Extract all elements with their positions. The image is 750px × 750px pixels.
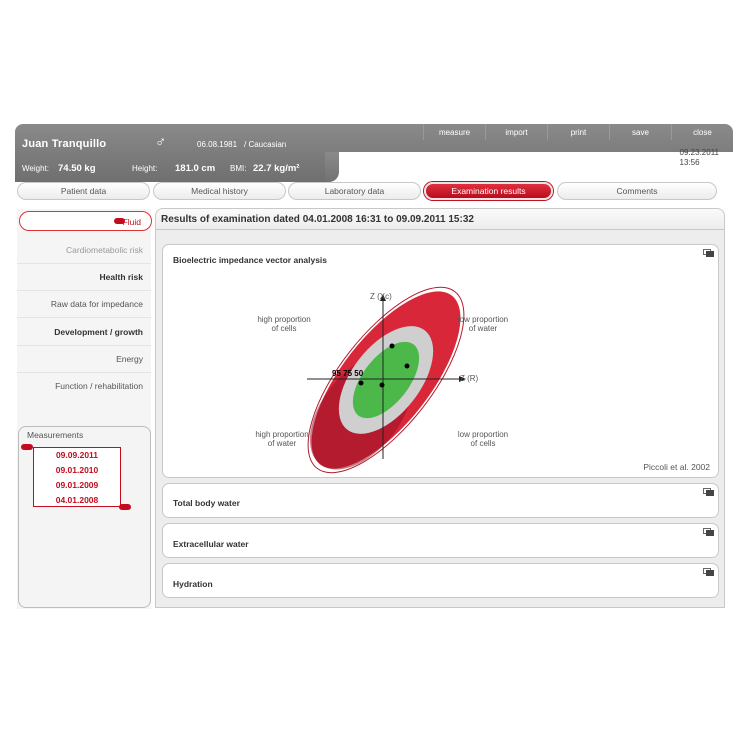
bivia-panel: Bioelectric impedance vector analysis <box>162 244 719 478</box>
print-button[interactable]: print <box>547 124 609 140</box>
weight-label: Weight: <box>22 164 49 173</box>
sidebar-item-cardiometabolic-risk[interactable]: Cardiometabolic risk <box>17 237 151 264</box>
main-tabs: Patient data Medical history Laboratory … <box>17 182 717 201</box>
save-button[interactable]: save <box>609 124 671 140</box>
header-shade <box>325 152 733 182</box>
tab-patient-data[interactable]: Patient data <box>17 182 150 200</box>
sidebar-item-label: Fluid <box>122 217 141 227</box>
sidebar-item-raw-data-impedance[interactable]: Raw data for impedance <box>17 291 151 318</box>
ellipse-95-outline <box>307 286 465 474</box>
range-start-handle[interactable] <box>21 444 33 450</box>
data-point <box>404 363 410 369</box>
tab-comments[interactable]: Comments <box>557 182 717 200</box>
results-area: Results of examination dated 04.01.2008 … <box>155 208 725 608</box>
sidebar-item-energy[interactable]: Energy <box>17 346 151 373</box>
quadrant-bottom-left: high proportion of water <box>255 430 309 448</box>
height-value: 181.0 cm <box>175 163 216 174</box>
sidebar-item-health-risk[interactable]: Health risk <box>17 264 151 291</box>
results-title: Results of examination dated 04.01.2008 … <box>155 208 725 230</box>
bmi-label: BMI: <box>230 164 247 173</box>
x-axis-label: Z (R) <box>460 374 479 383</box>
percentile-labels: 95 75 50 <box>332 369 364 378</box>
data-point <box>358 380 364 386</box>
male-icon: ♂ <box>155 134 167 151</box>
ethnicity: / Caucasian <box>244 140 287 149</box>
close-button[interactable]: close <box>671 124 733 140</box>
x-axis-arrow-icon <box>459 376 466 382</box>
expand-icon[interactable] <box>703 568 714 576</box>
y-axis-arrow-icon <box>380 294 386 301</box>
hydration-title: Hydration <box>173 579 213 589</box>
tab-examination-results[interactable]: Examination results <box>424 182 553 200</box>
measurement-item[interactable]: 09.01.2010 <box>55 465 99 475</box>
y-axis-label: Z (Xc) <box>370 292 392 301</box>
expand-icon[interactable] <box>703 488 714 496</box>
sidebar-item-function-rehabilitation[interactable]: Function / rehabilitation <box>55 381 143 391</box>
ellipse-50 <box>352 341 420 419</box>
measure-button[interactable]: measure <box>423 124 485 140</box>
sidebar-item-fluid[interactable]: Fluid <box>19 211 152 231</box>
citation: Piccoli et al. 2002 <box>643 462 710 472</box>
measurement-item[interactable]: 09.09.2011 <box>55 450 99 460</box>
tab-laboratory-data[interactable]: Laboratory data <box>288 182 421 200</box>
extracellular-water-panel[interactable]: Extracellular water <box>162 523 719 558</box>
weight-value: 74.50 kg <box>58 163 96 174</box>
toolbar: measure import print save close <box>423 124 733 140</box>
sidebar: Fluid Cardiometabolic risk Health risk R… <box>17 209 152 609</box>
header-shade-corner <box>325 152 339 182</box>
measurement-item[interactable]: 04.01.2008 <box>55 495 99 505</box>
range-end-handle[interactable] <box>119 504 131 510</box>
patient-name: Juan Tranquillo <box>22 138 107 150</box>
measurements-title: Measurements <box>27 430 84 440</box>
expand-icon[interactable] <box>703 249 714 257</box>
active-indicator-icon <box>114 218 125 224</box>
current-time: 13:56 <box>679 158 700 167</box>
data-point <box>379 382 385 388</box>
total-body-water-panel[interactable]: Total body water <box>162 483 719 518</box>
extracellular-water-title: Extracellular water <box>173 539 249 549</box>
date-of-birth: 06.08.1981 <box>197 140 238 149</box>
measurement-item[interactable]: 09.01.2009 <box>55 480 99 490</box>
quadrant-top-left: high proportion of cells <box>257 315 311 333</box>
measurements-box: Measurements 09.09.2011 09.01.2010 09.01… <box>18 426 151 608</box>
patient-header: Juan Tranquillo ♂ 06.08.1981 / Caucasian… <box>15 124 733 182</box>
current-date: 09.23.2011 <box>679 148 719 157</box>
measurements-list: 09.09.2011 09.01.2010 09.01.2009 04.01.2… <box>33 447 121 507</box>
height-label: Height: <box>132 164 158 173</box>
expand-icon[interactable] <box>703 528 714 536</box>
total-body-water-title: Total body water <box>173 498 240 508</box>
current-datetime: 09.23.2011 13:56 <box>680 148 719 168</box>
data-point <box>389 343 395 349</box>
quadrant-top-right: low proportion of water <box>457 315 509 333</box>
results-body: Bioelectric impedance vector analysis <box>155 230 725 608</box>
sidebar-item-development-growth[interactable]: Development / growth <box>17 319 151 346</box>
bmi-value: 22.7 kg/m² <box>253 163 300 174</box>
import-button[interactable]: import <box>485 124 547 140</box>
bivia-chart <box>307 286 466 474</box>
bivia-title: Bioelectric impedance vector analysis <box>173 255 328 265</box>
quadrant-bottom-right: low proportion of cells <box>457 430 509 448</box>
tab-medical-history[interactable]: Medical history <box>153 182 286 200</box>
hydration-panel[interactable]: Hydration <box>162 563 719 598</box>
